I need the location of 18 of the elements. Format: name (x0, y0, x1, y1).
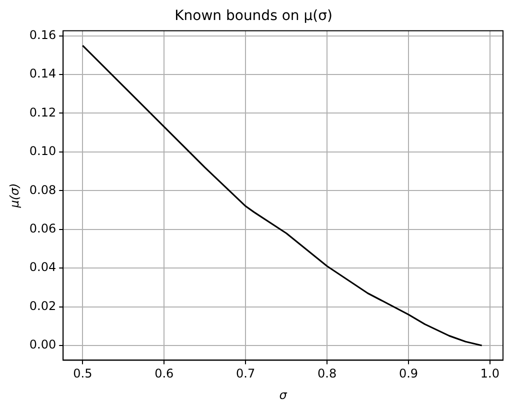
x-tick-label: 0.5 (73, 366, 92, 381)
x-tick-label: 0.9 (398, 366, 418, 381)
y-tick-label: 0.00 (29, 338, 56, 352)
y-tick-label: 0.10 (29, 144, 56, 158)
y-tick-label: 0.04 (29, 260, 56, 274)
y-tick-label: 0.08 (29, 182, 56, 197)
x-tick-label: 0.7 (236, 366, 256, 381)
x-axis-title: σ (279, 388, 288, 402)
y-tick-label: 0.06 (29, 221, 56, 236)
y-tick-label: 0.02 (29, 298, 56, 313)
x-tick-label: 0.8 (318, 366, 337, 381)
chart-title: Known bounds on μ(σ) (174, 8, 332, 24)
x-tick-label: 0.6 (154, 366, 174, 381)
x-tick-label: 1.0 (480, 366, 500, 381)
y-tick-label: 0.12 (29, 105, 56, 120)
y-tick-label: 0.16 (29, 28, 56, 42)
y-axis-title: μ(σ) (7, 183, 22, 209)
y-tick-label: 0.14 (29, 66, 56, 81)
